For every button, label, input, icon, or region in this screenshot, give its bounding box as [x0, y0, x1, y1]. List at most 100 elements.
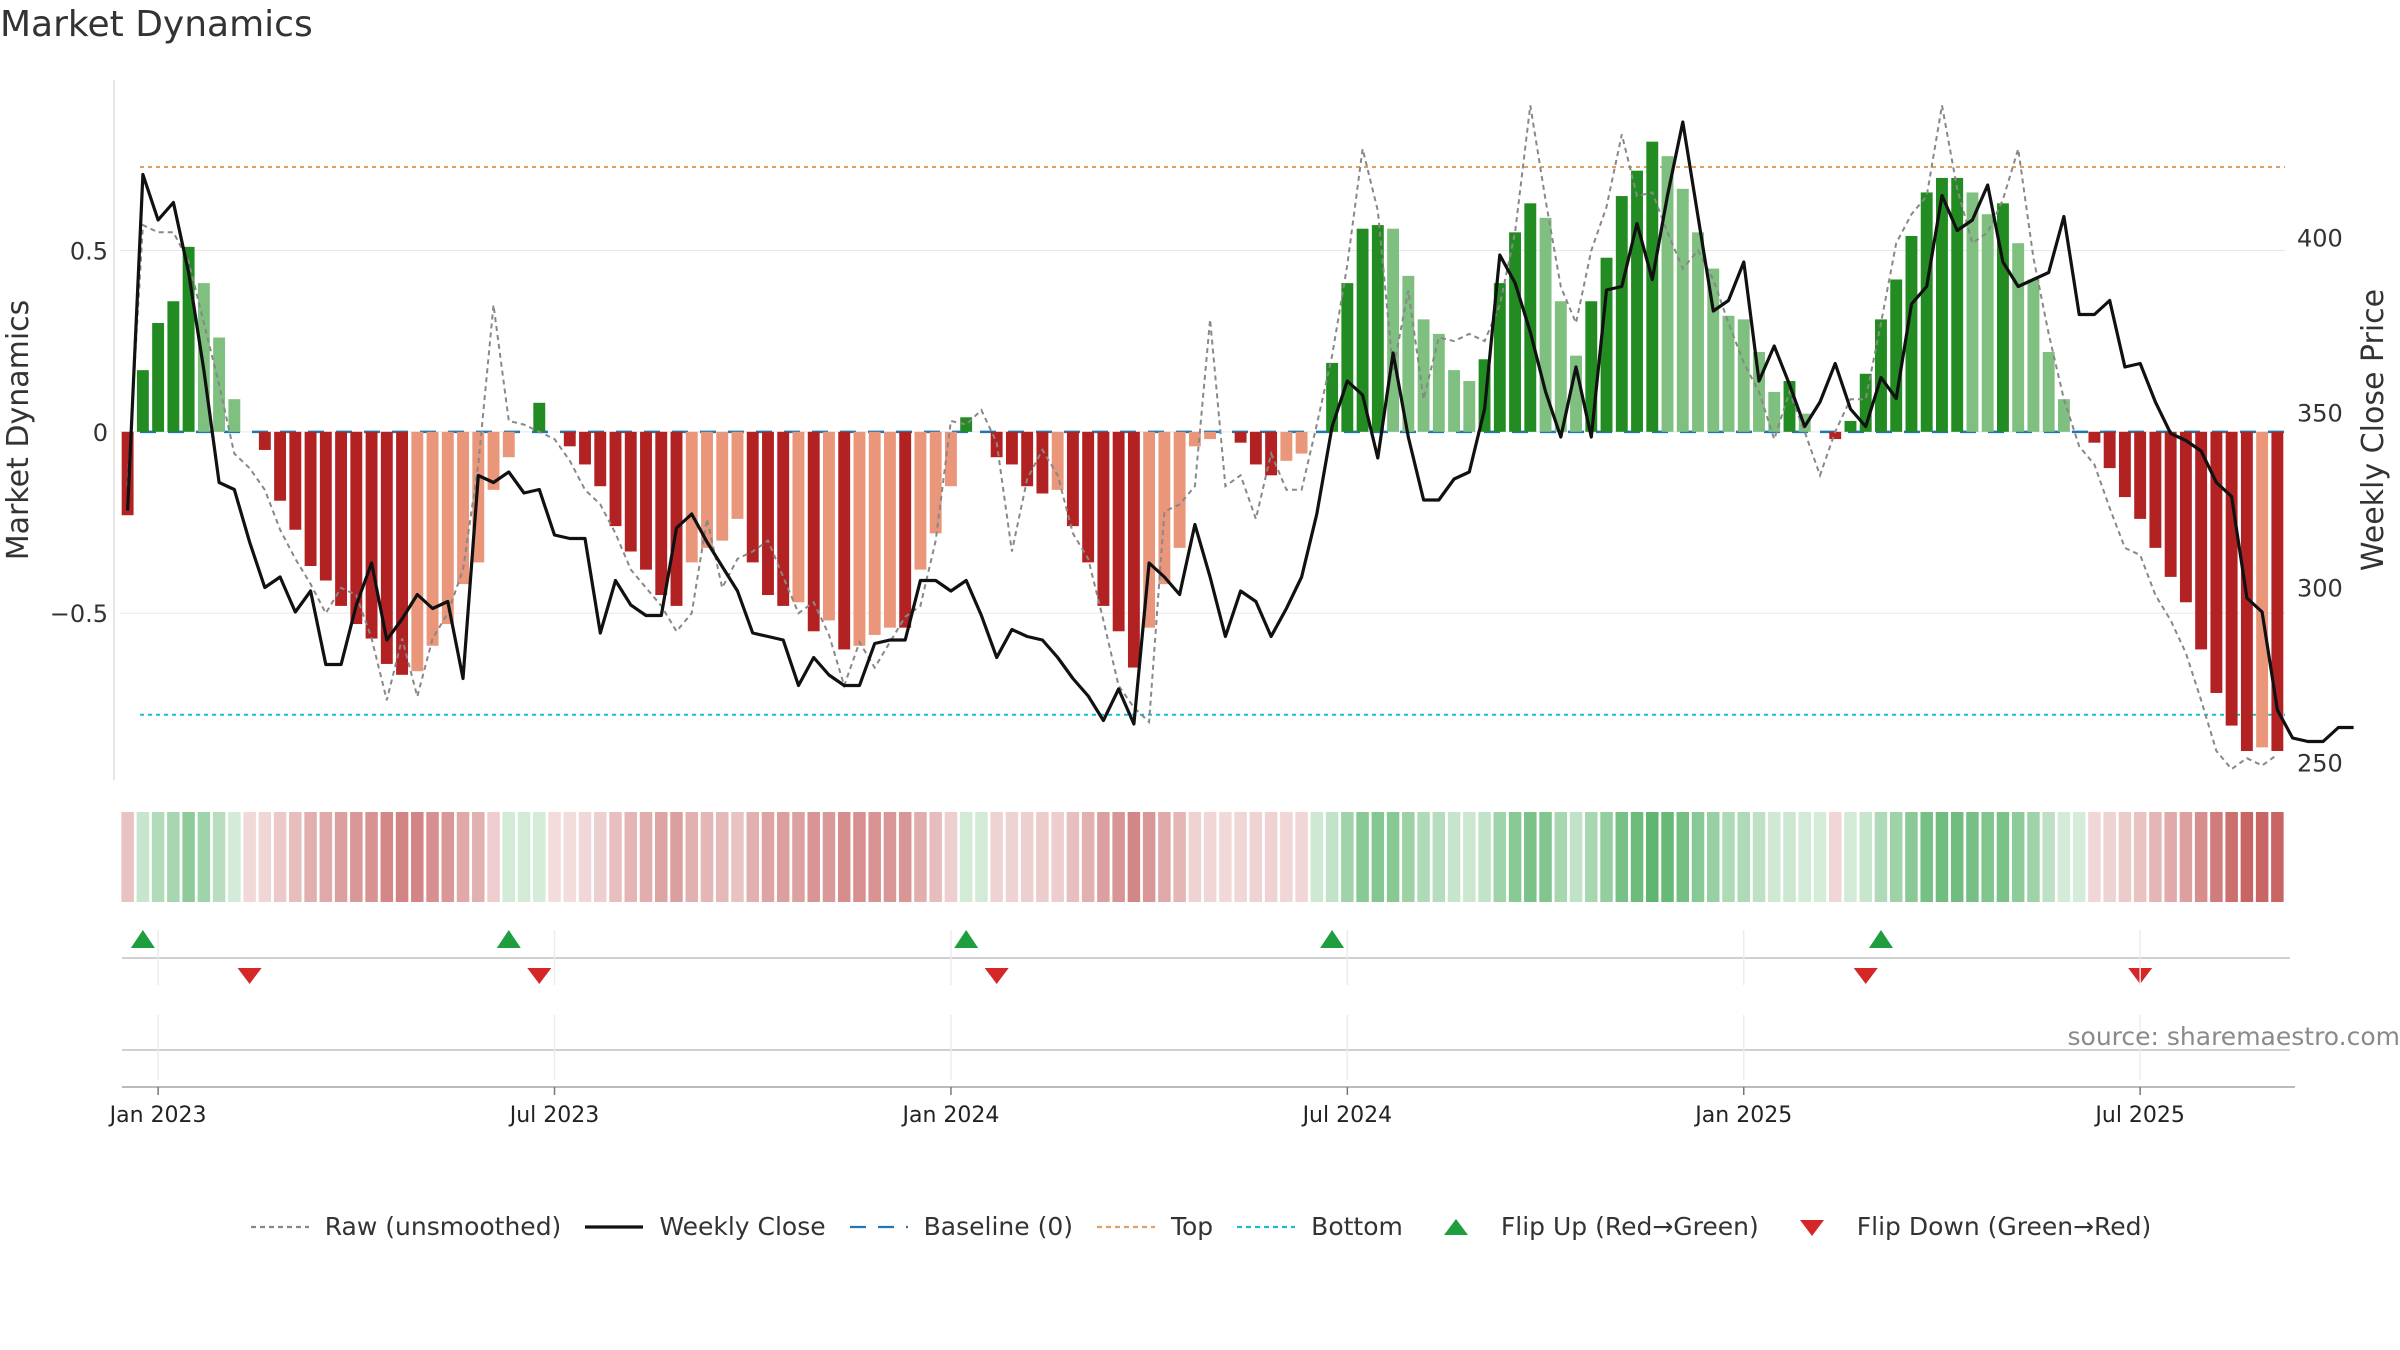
dynamics-bar: [1676, 188, 1689, 432]
heat-cell: [2072, 812, 2086, 902]
heat-cell: [1569, 812, 1583, 902]
heat-cell: [319, 812, 333, 902]
heat-cell: [548, 812, 561, 902]
heat-cell: [1920, 812, 1933, 902]
legend-item-close: Weekly Close: [583, 1212, 826, 1241]
heat-cell: [1554, 812, 1568, 902]
axes: 0.5 0 −0.5 250 300 350 400 Market Dynamics Weekl…: [1, 80, 2391, 780]
raw-line: [126, 105, 2278, 771]
heat-cell: [182, 812, 195, 902]
x-tick-label: Jul 2023: [508, 1103, 600, 1128]
heat-cell: [1005, 812, 1019, 902]
dynamics-bar: [1234, 431, 1247, 443]
heat-cell: [1386, 812, 1400, 902]
dynamics-bar: [1585, 301, 1598, 432]
heat-cell: [1813, 812, 1827, 902]
legend-flip-down-icon: [1799, 1219, 1824, 1236]
heat-cell: [1691, 812, 1705, 902]
dynamics-bar: [1432, 333, 1445, 432]
dynamics-bar: [1737, 319, 1750, 432]
legend-item-baseline: Baseline (0): [848, 1212, 1073, 1241]
legend-label: Baseline (0): [923, 1212, 1073, 1241]
dynamics-bar: [914, 431, 927, 570]
dynamics-bar: [1112, 431, 1125, 632]
heat-cell: [1615, 812, 1629, 902]
dynamics-bar: [929, 431, 942, 534]
dynamics-bar: [838, 431, 851, 650]
dynamics-bar: [1204, 431, 1217, 440]
heat-cell: [1950, 812, 1964, 902]
heat-cell: [411, 812, 424, 902]
heat-cell: [822, 812, 836, 902]
heat-cell: [1341, 812, 1354, 902]
legend-label: Raw (unsmoothed): [324, 1212, 562, 1241]
heat-cell: [1295, 812, 1308, 902]
dynamics-bar: [899, 431, 912, 628]
heat-cell: [639, 812, 653, 902]
legend-label: Top: [1170, 1212, 1214, 1241]
heat-cell: [1203, 812, 1217, 902]
dynamics-bar: [823, 431, 835, 621]
legend-item-top: Top: [1095, 1212, 1213, 1241]
x-tick-label: Jan 2025: [1693, 1103, 1792, 1128]
dynamics-bar: [1463, 381, 1476, 432]
dynamics-bar: [746, 431, 759, 563]
heat-cell: [1417, 812, 1430, 902]
heat-cell: [426, 812, 439, 902]
dynamics-bar: [1844, 420, 1857, 432]
heat-cell: [1112, 812, 1125, 902]
dynamics-bar: [1936, 177, 1948, 432]
legend-item-flip_down: Flip Down (Green→Red): [1781, 1212, 2151, 1241]
dynamics-bar: [2057, 399, 2070, 432]
dynamics-bar: [868, 431, 881, 635]
x-tick-label: Jul 2024: [1301, 1103, 1393, 1128]
heat-cell: [1173, 812, 1186, 902]
heat-cell: [1325, 812, 1339, 902]
dynamics-bar: [1356, 228, 1369, 432]
left-axis-title: Market Dynamics: [1, 300, 36, 561]
heat-cell: [1859, 812, 1872, 902]
heat-cell: [472, 812, 485, 902]
heat-cell: [289, 812, 302, 902]
dynamics-bar: [853, 431, 866, 646]
heat-cell: [1051, 812, 1064, 902]
legend-swatch-close: [585, 1224, 644, 1229]
dynamics-bar: [487, 431, 500, 490]
heat-cell: [1981, 812, 1994, 902]
dynamics-bar: [1371, 225, 1384, 432]
dynamics-bar: [1875, 319, 1887, 432]
dynamics-bar: [1341, 283, 1354, 432]
dynamics-bar: [807, 431, 820, 632]
dynamics-bar: [1631, 170, 1643, 432]
heat-cell: [1036, 812, 1049, 902]
legend-swatch-baseline: [849, 1225, 908, 1228]
heat-cell: [258, 812, 272, 902]
dynamics-bar: [2164, 431, 2177, 577]
right-tick-label: 300: [2297, 575, 2343, 603]
dynamics-bar: [1890, 279, 1903, 432]
heat-cell: [1066, 812, 1080, 902]
heat-cell: [395, 812, 409, 902]
heat-cell: [883, 812, 897, 902]
heat-cell: [2271, 812, 2284, 902]
dynamics-bar: [2271, 431, 2284, 751]
dynamics-bar: [1127, 431, 1140, 668]
dynamics-bar: [2012, 243, 2025, 432]
heat-cell: [1630, 812, 1644, 902]
dynamics-bar: [624, 431, 637, 552]
heat-cell: [1844, 812, 1857, 902]
heat-cell: [304, 812, 317, 902]
heat-cell: [502, 812, 516, 902]
dynamics-bar: [2088, 431, 2101, 443]
dynamics-bar: [2042, 352, 2055, 432]
dynamics-bar: [1707, 268, 1720, 432]
flip-down-marker: [1853, 968, 1878, 984]
heat-cell: [929, 812, 942, 902]
dynamics-bar: [1692, 232, 1704, 432]
heat-cell: [914, 812, 927, 902]
dynamics-bar: [1722, 315, 1735, 432]
heat-cell: [807, 812, 820, 902]
heat-cell: [1935, 812, 1949, 902]
dynamics-bar: [1143, 431, 1156, 628]
heat-cell: [2027, 812, 2040, 902]
